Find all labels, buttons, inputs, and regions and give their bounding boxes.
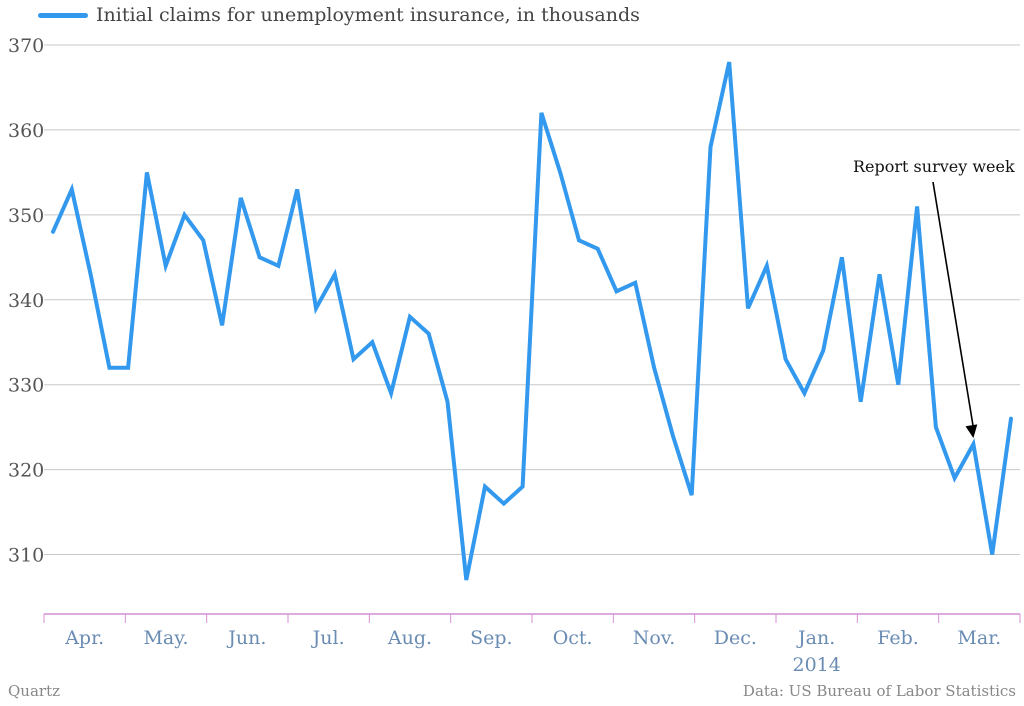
y-tick-label: 370 [8,35,44,57]
x-year-label: 2014 [792,654,840,676]
y-tick-label: 350 [8,205,44,227]
x-tick-label: Jul. [311,627,345,649]
y-axis-ticks: 310 320 330 340 350 360 370 [8,35,44,567]
y-tick-label: 310 [8,545,44,567]
x-tick-label: Dec. [714,627,757,649]
legend-label: Initial claims for unemployment insuranc… [96,4,640,26]
annotation-report-survey-week: Report survey week [853,157,1015,439]
legend-swatch [38,12,88,18]
x-tick-label: Mar. [957,627,1001,649]
x-tick-label: Jan. [796,627,835,649]
y-tick-label: 360 [8,120,44,142]
gridlines [44,44,1020,556]
y-tick-label: 340 [8,290,44,312]
series-line-initial-claims [51,61,1013,581]
annotation-arrowhead [965,424,978,439]
x-axis-ticks [43,614,1021,623]
legend[interactable]: Initial claims for unemployment insuranc… [38,4,640,26]
source-credit: Quartz [8,682,61,700]
data-source: Data: US Bureau of Labor Statistics [742,682,1016,700]
x-tick-label: Apr. [64,627,104,649]
x-tick-label: Nov. [633,627,676,649]
x-tick-label: Aug. [387,627,432,649]
x-tick-label: Sep. [470,627,512,649]
x-tick-label: May. [143,627,188,649]
x-axis-labels: Apr. May. Jun. Jul. Aug. Sep. Oct. Nov. Dec. Jan.… [64,627,1001,676]
x-tick-label: Feb. [877,627,919,649]
y-tick-label: 320 [8,460,44,482]
x-tick-label: Oct. [553,627,593,649]
annotation-label: Report survey week [853,157,1015,176]
y-tick-label: 330 [8,375,44,397]
x-tick-label: Jun. [226,627,266,649]
annotation-arrow-shaft [932,181,975,429]
